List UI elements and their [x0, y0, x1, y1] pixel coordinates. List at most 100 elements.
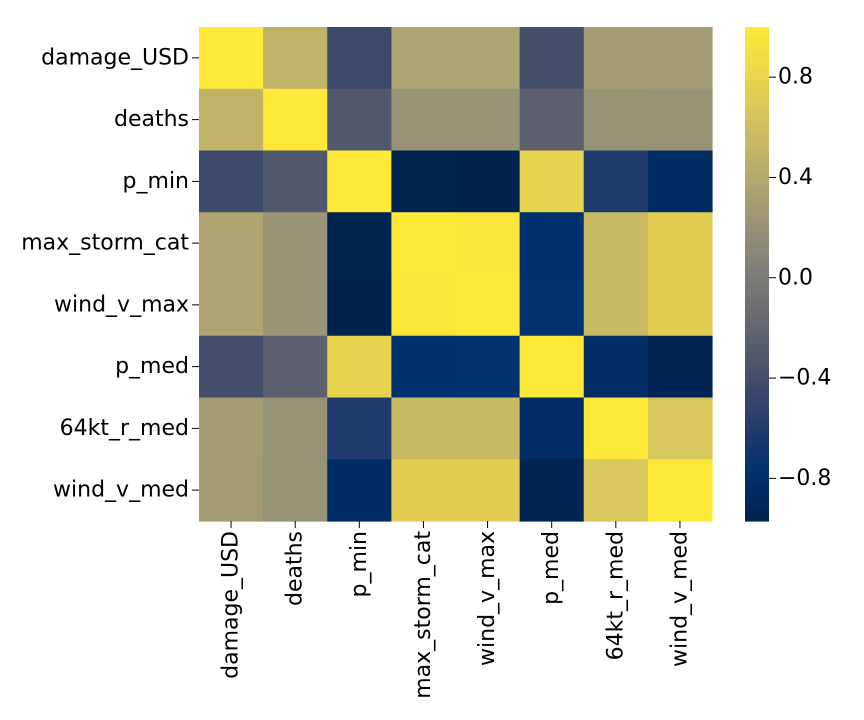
heatmap-cell-3-3 — [391, 212, 457, 275]
heatmap-cell-2-6 — [583, 150, 649, 213]
colorbar-segment — [745, 446, 769, 452]
colorbar-segment — [745, 483, 769, 489]
colorbar-segment — [745, 261, 769, 267]
colorbar-segment — [745, 236, 769, 242]
heatmap-cell-4-0 — [199, 274, 264, 337]
colorbar-segment — [745, 257, 769, 263]
heatmap-cell-7-3 — [391, 459, 457, 522]
colorbar: 0.8 0.4 0.0 −0.4 −0.8 — [745, 27, 831, 522]
y-tick-label: p_med — [115, 354, 189, 379]
colorbar-segment — [745, 479, 769, 485]
colorbar-segment — [745, 401, 769, 407]
heatmap-cell-3-0 — [199, 212, 264, 275]
heatmap-cell-1-7 — [647, 88, 713, 152]
heatmap-cell-4-6 — [583, 274, 649, 337]
colorbar-segment — [745, 352, 769, 357]
heatmap-cell-5-6 — [583, 335, 649, 399]
colorbar-segment — [745, 245, 769, 250]
x-tick-label: max_storm_cat — [411, 531, 436, 699]
colorbar-segment — [745, 47, 769, 53]
colorbar-segment — [745, 125, 769, 131]
colorbar-segment — [745, 101, 769, 106]
heatmap-cell-4-1 — [263, 274, 328, 337]
heatmap-cell-0-3 — [391, 27, 457, 90]
x-tick-label: deaths — [283, 531, 308, 606]
heatmap-cell-4-5 — [519, 274, 585, 337]
heatmap-cell-5-3 — [391, 335, 457, 399]
heatmap-cell-1-2 — [327, 88, 392, 152]
colorbar-segment — [745, 339, 769, 345]
heatmap-cell-5-0 — [199, 335, 264, 399]
colorbar-segment — [745, 327, 769, 333]
colorbar-segment — [745, 183, 769, 189]
y-tick-label: wind_v_max — [54, 292, 189, 317]
y-tick-label: 64kt_r_med — [60, 416, 189, 441]
colorbar-segment — [745, 158, 769, 164]
heatmap-cell-2-1 — [263, 150, 328, 213]
heatmap-cell-0-0 — [199, 27, 264, 90]
colorbar-segment — [745, 129, 769, 135]
colorbar-segment — [745, 150, 769, 156]
heatmap-cell-1-0 — [199, 88, 264, 152]
colorbar-segment — [745, 64, 769, 69]
heatmap-cell-5-1 — [263, 335, 328, 399]
colorbar-segment — [745, 290, 769, 296]
colorbar-segment — [745, 84, 769, 90]
colorbar-segment — [745, 199, 769, 205]
heatmap-cell-2-0 — [199, 150, 264, 213]
colorbar-segment — [745, 430, 769, 436]
colorbar-segment — [745, 426, 769, 432]
colorbar-segment — [745, 442, 769, 448]
colorbar-tick-label: −0.8 — [778, 466, 831, 491]
heatmap-cell-6-3 — [391, 397, 457, 460]
colorbar-segment — [745, 171, 769, 176]
colorbar-segment — [745, 405, 769, 411]
heatmap-cell-0-2 — [327, 27, 392, 90]
heatmap-cell-3-5 — [519, 212, 585, 275]
colorbar-segment — [745, 397, 769, 403]
x-tick-label: damage_USD — [219, 531, 244, 679]
heatmap-cell-6-0 — [199, 397, 264, 460]
colorbar-segment — [745, 249, 769, 255]
heatmap-cell-6-7 — [647, 397, 713, 460]
colorbar-segment — [745, 451, 769, 456]
colorbar-segment — [745, 343, 769, 349]
colorbar-segment — [745, 393, 769, 399]
colorbar-segment — [745, 109, 769, 115]
heatmap-cell-0-5 — [519, 27, 585, 90]
heatmap-cell-3-7 — [647, 212, 713, 275]
colorbar-segment — [745, 175, 769, 180]
heatmap-cell-2-7 — [647, 150, 713, 213]
colorbar-segment — [745, 138, 769, 143]
colorbar-segment — [745, 418, 769, 423]
colorbar-segment — [745, 504, 769, 510]
colorbar-segment — [745, 117, 769, 123]
heatmap-cell-6-6 — [583, 397, 649, 460]
colorbar-segment — [745, 422, 769, 427]
heatmap-cell-1-1 — [263, 88, 328, 152]
colorbar-segment — [745, 508, 769, 514]
colorbar-segment — [745, 35, 769, 40]
colorbar-segment — [745, 381, 769, 386]
colorbar-segment — [745, 372, 769, 378]
colorbar-segment — [745, 516, 769, 522]
heatmap-cell-7-2 — [327, 459, 392, 522]
colorbar-segment — [745, 488, 769, 493]
colorbar-segment — [745, 348, 769, 353]
heatmap-cell-6-1 — [263, 397, 328, 460]
colorbar-segment — [745, 142, 769, 147]
heatmap-cell-0-4 — [455, 27, 521, 90]
colorbar-segment — [745, 96, 769, 102]
colorbar-segment — [745, 212, 769, 217]
colorbar-segment — [745, 232, 769, 238]
heatmap-cell-1-3 — [391, 88, 457, 152]
y-tick-label: p_min — [123, 169, 189, 194]
colorbar-segment — [745, 500, 769, 506]
colorbar-segment — [745, 319, 769, 324]
y-tick-label: max_storm_cat — [21, 231, 189, 256]
colorbar-segment — [745, 274, 769, 279]
colorbar-segment — [745, 224, 769, 230]
colorbar-segment — [745, 471, 769, 477]
